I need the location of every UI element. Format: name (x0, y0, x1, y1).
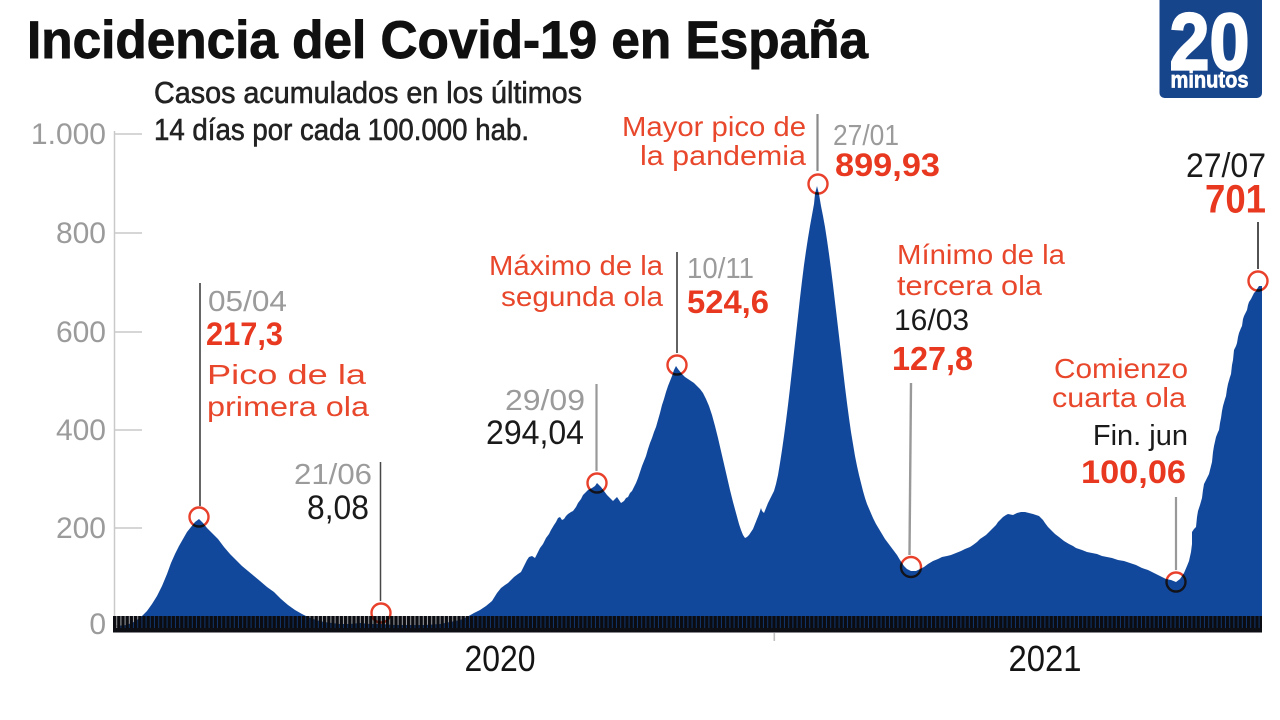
svg-text:294,04: 294,04 (486, 414, 584, 452)
svg-text:217,3: 217,3 (206, 316, 283, 352)
svg-text:2021: 2021 (1009, 638, 1082, 679)
svg-text:Máximo de la: Máximo de la (489, 250, 663, 281)
svg-text:cuarta ola: cuarta ola (1052, 382, 1186, 413)
svg-text:600: 600 (56, 316, 106, 349)
svg-text:Fin. jun: Fin. jun (1093, 420, 1188, 452)
svg-text:701: 701 (1205, 178, 1266, 222)
svg-text:minutos: minutos (1171, 67, 1249, 93)
svg-text:Casos acumulados en los último: Casos acumulados en los últimos (154, 75, 582, 110)
svg-text:524,6: 524,6 (687, 284, 769, 320)
svg-text:27/07: 27/07 (1186, 147, 1266, 185)
svg-text:20: 20 (1170, 0, 1250, 88)
svg-text:tercera ola: tercera ola (897, 270, 1042, 301)
svg-text:primera ola: primera ola (207, 391, 369, 422)
svg-text:800: 800 (56, 217, 106, 250)
svg-text:100,06: 100,06 (1081, 454, 1186, 490)
svg-text:2020: 2020 (465, 638, 536, 679)
svg-text:05/04: 05/04 (208, 286, 287, 318)
svg-text:Mayor pico de: Mayor pico de (622, 111, 806, 142)
svg-text:Mínimo de la: Mínimo de la (897, 239, 1065, 270)
svg-text:29/09: 29/09 (505, 385, 585, 417)
svg-text:16/03: 16/03 (894, 304, 969, 337)
svg-text:8,08: 8,08 (307, 489, 369, 527)
svg-text:segunda ola: segunda ola (501, 281, 663, 312)
svg-text:0: 0 (89, 608, 106, 641)
svg-text:27/01: 27/01 (833, 120, 899, 152)
svg-text:14 días por cada 100.000 hab.: 14 días por cada 100.000 hab. (154, 112, 529, 147)
svg-text:400: 400 (56, 414, 106, 447)
svg-text:899,93: 899,93 (835, 147, 940, 183)
svg-text:10/11: 10/11 (687, 253, 754, 285)
svg-text:Pico de la: Pico de la (207, 359, 367, 390)
svg-text:Comienzo: Comienzo (1054, 353, 1188, 384)
svg-text:la pandemia: la pandemia (640, 140, 806, 171)
svg-text:Incidencia del Covid-19 en Esp: Incidencia del Covid-19 en España (27, 11, 869, 70)
svg-text:1.000: 1.000 (31, 118, 106, 151)
svg-text:200: 200 (56, 512, 106, 545)
svg-text:21/06: 21/06 (294, 459, 372, 491)
svg-text:127,8: 127,8 (892, 340, 973, 377)
